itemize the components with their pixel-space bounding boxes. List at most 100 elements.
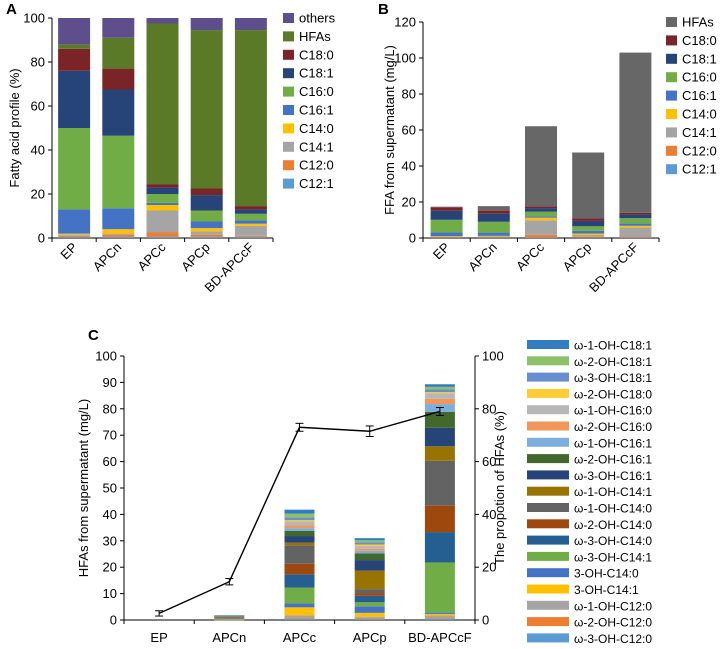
c-legend-swatch-2-oh-c16-0 [527,421,569,431]
b-legend-swatch-c18-1 [666,53,677,64]
c-bar-1-oh-c14-0-bd-apccf [424,460,455,506]
b-bar-c18-1-apcp [572,220,605,227]
c-y-tick-label: 90 [103,375,117,390]
c-bar-2-oh-c14-0-bd-apccf [424,505,455,533]
a-bar-c12-0-apcn [102,234,135,237]
a-bar-c18-1-apcc [146,187,179,194]
a-bar-c18-1-apcn [102,89,135,136]
c-legend-swatch-1-oh-c14-1 [527,486,569,496]
c-bar-3-oh-c14-1-apcc [284,607,315,616]
c-legend-label-2-oh-c12-0: ω-2-OH-C12:0 [574,616,652,630]
c-y2-tick-label: 0 [482,613,489,628]
b-y-tick-label: 120 [394,15,416,30]
c-y2-tick-label: 60 [482,454,496,469]
b-y-tick-label: 20 [402,195,416,210]
a-y-tick-label: 20 [31,187,45,202]
a-bar-c14-0-ep [58,233,91,235]
a-legend-label-c18-1: C18:1 [299,66,334,81]
b-bar-c18-1-apcn [477,213,510,222]
a-bar-c16-1-bd-apccf [234,220,267,224]
c-bar-3-oh-c16-1-bd-apccf [424,427,455,447]
c-legend-swatch-3-oh-c18-1 [527,372,569,382]
a-bar-c18-1-bd-apccf [234,209,267,214]
b-y-tick-label: 80 [402,87,416,102]
c-bar-3-oh-c14-1-apcp [354,612,385,617]
b-x-tick-label: BD-APCcF [586,239,642,295]
a-legend-swatch-c18-0 [283,49,294,60]
a-bar-c18-0-apcn [102,68,135,90]
a-bar-c18-0-bd-apccf [234,206,267,210]
b-bar-c14-1-bd-apccf [619,227,652,237]
c-bar-1-oh-c12-0-bd-apccf [424,615,455,618]
c-bar-3-oh-c18-1-bd-apccf [424,389,455,393]
c-legend-label-3-oh-c14-0: ω-3-OH-C14:0 [574,534,652,548]
b-bar-c16-1-apcc [525,216,557,218]
c-legend-swatch-3-oh-c12-0 [527,633,569,643]
c-legend-label-1-oh-c18-1: ω-1-OH-C18:1 [574,339,652,353]
c-y-tick-label: 70 [103,428,117,443]
c-bar-3-oh-c14-1-bd-apccf [424,613,455,616]
b-legend-swatch-c16-1 [666,90,677,101]
a-bar-c18-1-ep [58,70,91,128]
c-bar-2-oh-c12-0-bd-apccf [424,617,455,619]
c-y-tick-label: 80 [103,401,117,416]
a-bar-c16-0-bd-apccf [234,213,267,221]
a-bar-c12-0-apcp [190,234,223,237]
c-y-tick-label: 0 [110,613,117,628]
a-bar-hfas-apcp [190,30,223,189]
c-legend-swatch-3-oh-c14-0 [527,535,569,545]
a-bar-c16-1-apcn [102,208,135,230]
a-legend-swatch-c16-1 [283,105,294,115]
c-bar-2-oh-c12-0-apcc [284,617,315,619]
c-bar-3-oh-c14-0-apcp [354,606,385,613]
c-bar-2-oh-c16-0-apcc [284,525,315,529]
c-legend-label-3-oh-c18-1: ω-3-OH-C18:1 [574,371,652,385]
c-y-tick-label: 10 [103,586,117,601]
a-legend-label-c16-1: C16:1 [299,103,334,118]
b-bar-c14-1-apcp [572,234,605,237]
c-bar-3-oh-c14-0-apcn [214,618,245,619]
c-legend-swatch-1-oh-c18-1 [527,340,569,349]
c-bar-1-oh-c18-1-apcc [284,509,315,514]
b-bar-hfas-apcn [477,206,510,211]
panel-label-a: A [6,1,17,18]
c-x-tick-label: APCn [212,630,246,645]
c-legend-label-3-oh-c14-1: ω-3-OH-C14:1 [574,550,652,564]
a-legend-swatch-hfas [283,31,294,42]
b-bar-c18-1-ep [430,210,463,220]
a-bar-c16-0-apcp [190,210,223,222]
a-legend-swatch-c14-1 [283,141,294,152]
c-bar-3-oh-c16-1-apcc [284,536,315,543]
c-bar-3-oh-c18-1-apcp [354,542,385,545]
a-legend-swatch-c16-0 [283,86,294,97]
c-legend-swatch-1-oh-c14-0 [527,503,569,512]
c-y2-tick-label: 20 [482,560,496,575]
b-bar-c16-0-bd-apccf [619,218,652,224]
a-bar-c14-0-apcn [102,229,135,234]
a-bar-c14-0-bd-apccf [234,223,267,226]
c-bar-2-oh-c14-0-apcp [354,593,385,596]
a-bar-c18-1-apcp [190,195,223,211]
a-y-tick-label: 60 [31,99,45,114]
a-legend-label-others: others [299,11,336,26]
a-legend-label-c14-0: C14:0 [299,121,334,136]
chart-c: 0 10 20 30 40 50 60 70 80 90 100 EP APCn APCc APCp BD-A… [76,339,652,646]
a-bar-c16-1-apcc [146,202,179,205]
a-bar-c12-1-apcp [190,236,223,238]
c-bar-1-oh-c16-1-apcc [284,528,315,531]
b-bar-c16-1-apcp [572,230,605,234]
a-bar-others-apcn [102,18,135,38]
b-bar-c14-0-apcp [572,233,605,235]
c-legend-label-2-oh-c18-1: ω-2-OH-C18:1 [574,355,652,369]
a-bar-hfas-apcc [146,23,179,185]
c-legend-swatch-1-oh-c16-1 [527,437,569,447]
a-bar-c16-1-ep [58,209,91,234]
a-bar-c12-0-apcc [146,232,179,237]
b-legend-swatch-c16-0 [666,72,677,83]
c-bar-3-oh-c14-1-bd-apccf [424,562,455,613]
b-bar-c18-1-apcc [525,208,557,212]
c-bar-1-oh-c18-1-apcp [354,538,385,541]
